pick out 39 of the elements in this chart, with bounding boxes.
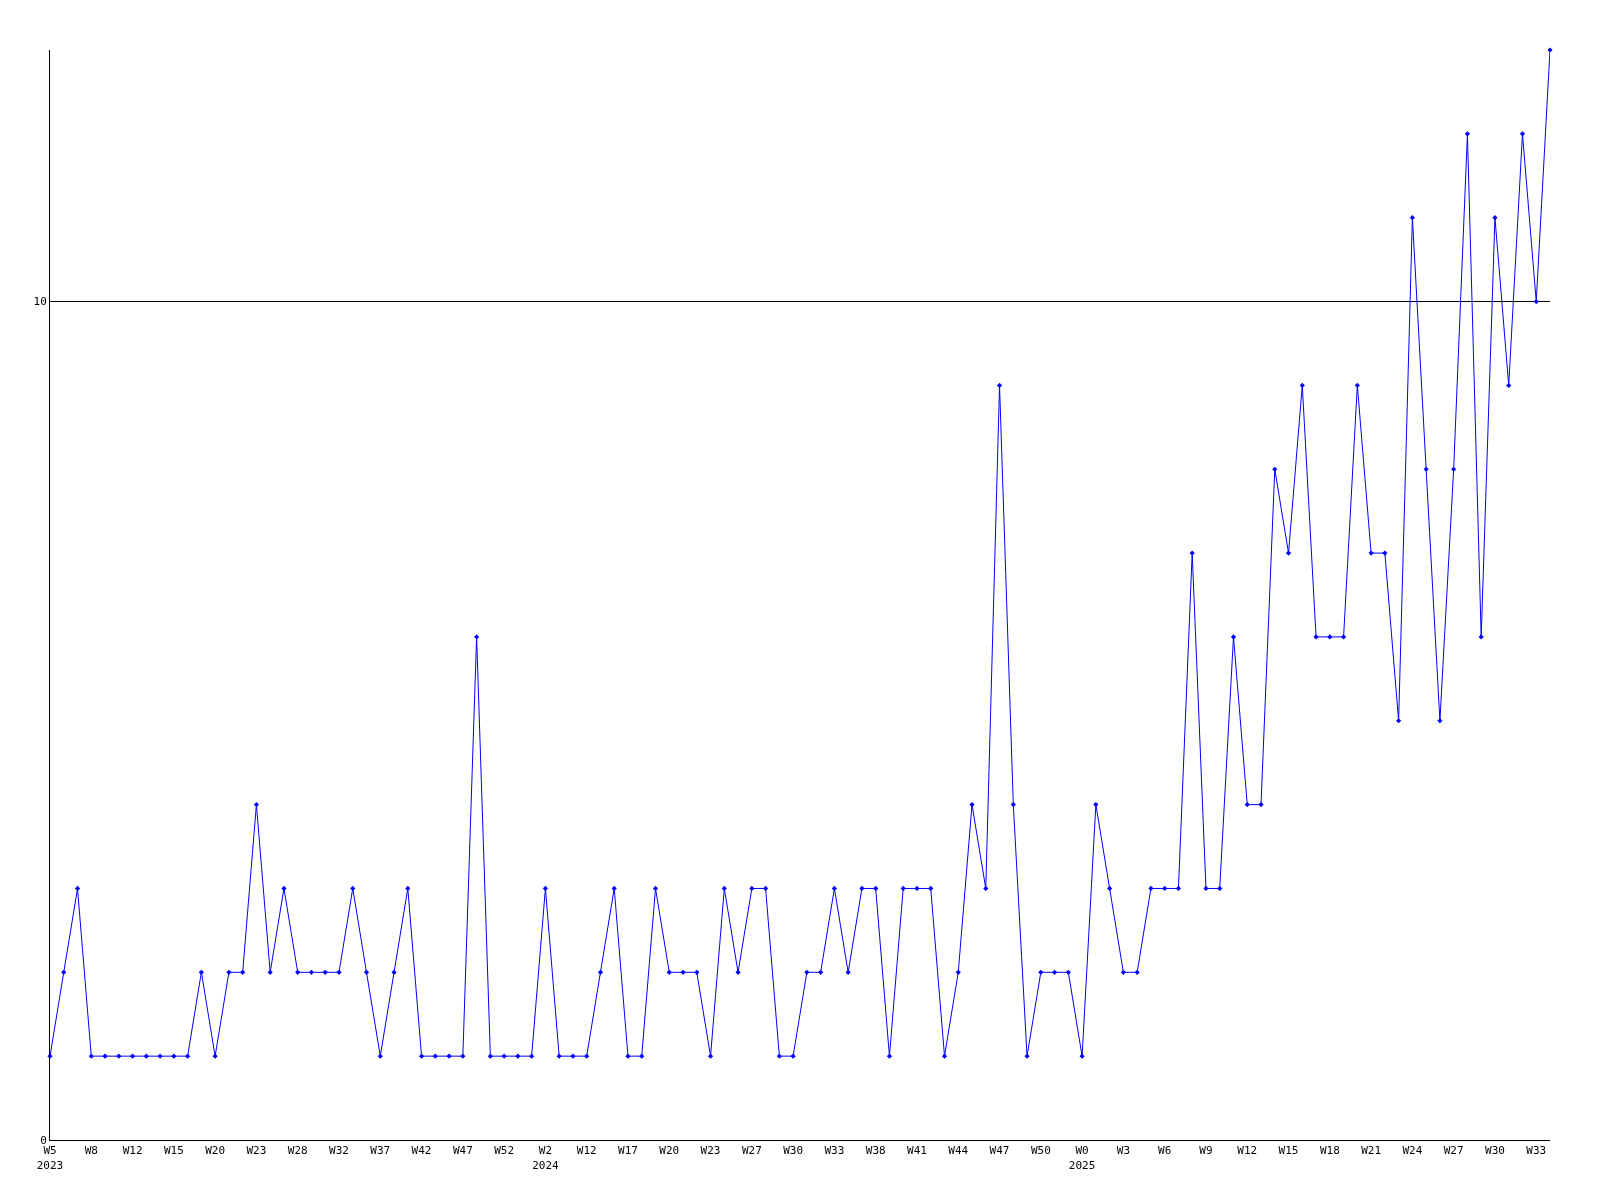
x-tick-label: W47 — [452, 1144, 473, 1158]
x-tick-label: W15 — [163, 1144, 184, 1158]
x-tick-label: W18 — [1319, 1144, 1340, 1158]
x-tick-label: W24 — [1402, 1144, 1423, 1158]
x-tick-label: W47 — [989, 1144, 1010, 1158]
x-tick-label: W12 — [1237, 1144, 1258, 1158]
x-tick-label: W2 2024 — [532, 1144, 560, 1172]
x-tick-label: W8 — [84, 1144, 98, 1158]
x-tick-label: W12 — [576, 1144, 597, 1158]
x-tick-label: W38 — [865, 1144, 886, 1158]
x-tick-label: W44 — [948, 1144, 969, 1158]
x-tick-label: W21 — [1361, 1144, 1382, 1158]
x-tick-label: W20 — [659, 1144, 680, 1158]
x-tick-label: W50 — [1030, 1144, 1051, 1158]
x-tick-label: W28 — [287, 1144, 308, 1158]
x-tick-label: W30 — [1485, 1144, 1505, 1158]
x-tick-label: W6 — [1158, 1144, 1172, 1158]
x-tick-label: W23 — [700, 1144, 721, 1158]
x-tick-label: W30 — [783, 1144, 804, 1158]
x-tick-label: W33 — [1526, 1144, 1547, 1158]
x-tick-label: W20 — [205, 1144, 226, 1158]
x-tick-label: W27 — [1443, 1144, 1464, 1158]
x-tick-label: W3 — [1116, 1144, 1131, 1158]
x-tick-label: W37 — [370, 1144, 391, 1158]
y-tick-label: 10 — [33, 295, 47, 309]
x-tick-label: W9 — [1199, 1144, 1213, 1158]
x-tick-label: W17 — [618, 1144, 638, 1158]
x-tick-label: W5 2023 — [36, 1144, 64, 1172]
x-tick-label: W0 2025 — [1068, 1144, 1096, 1172]
y-tick-label: 0 — [40, 1133, 47, 1147]
x-tick-label: W15 — [1278, 1144, 1299, 1158]
x-tick-label: W32 — [329, 1144, 349, 1158]
x-tick-label: W33 — [824, 1144, 845, 1158]
x-tick-label: W41 — [907, 1144, 927, 1158]
x-tick-label: W52 — [494, 1144, 515, 1158]
x-tick-label: W27 — [741, 1144, 762, 1158]
x-tick-label: W42 — [411, 1144, 432, 1158]
x-tick-label: W12 — [122, 1144, 143, 1158]
x-tick-label: W23 — [246, 1144, 267, 1158]
